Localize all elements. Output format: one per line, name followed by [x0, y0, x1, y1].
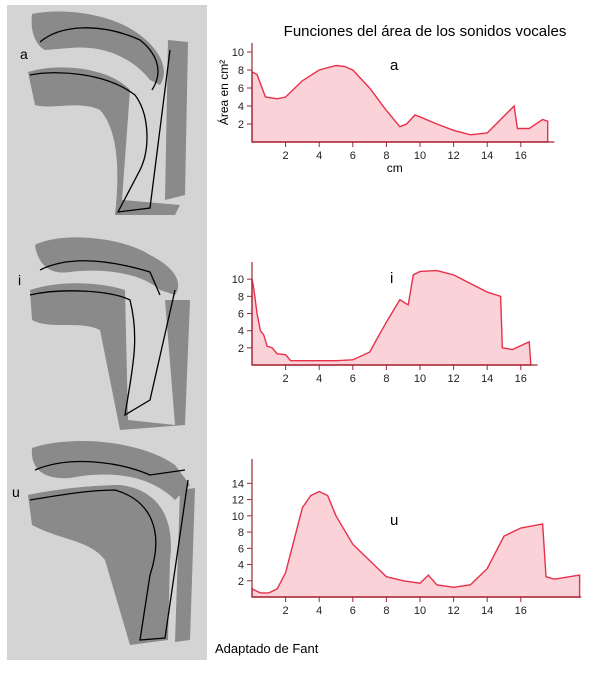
x-tick-label: 8 [383, 150, 389, 162]
vocal-tract-outlines [29, 27, 189, 641]
y-tick-label: 10 [232, 274, 244, 286]
y-tick-label: 12 [232, 495, 244, 507]
credit: Adaptado de Fant [215, 641, 319, 656]
series-label: u [390, 512, 398, 529]
x-tick-label: 12 [447, 150, 459, 162]
y-tick-label: 2 [238, 343, 244, 355]
y-axis-title: Área en cm² [216, 60, 231, 125]
x-tick-label: 8 [383, 605, 389, 617]
y-tick-label: 6 [238, 83, 244, 95]
y-tick-label: 10 [232, 511, 244, 523]
y-tick-label: 10 [232, 47, 244, 59]
y-tick-label: 8 [238, 527, 244, 539]
y-tick-label: 8 [238, 291, 244, 303]
x-tick-label: 14 [481, 373, 493, 385]
vocal-tract-label: i [18, 272, 21, 288]
x-tick-label: 16 [515, 373, 527, 385]
area [251, 64, 549, 143]
series-label: i [390, 270, 393, 287]
x-tick-label: 12 [447, 373, 459, 385]
area [251, 269, 532, 366]
x-tick-label: 10 [414, 373, 426, 385]
y-tick-label: 4 [238, 326, 244, 338]
x-tick-label: 4 [316, 150, 322, 162]
vocal-tract-label: a [20, 46, 28, 62]
y-tick-label: 6 [238, 309, 244, 321]
x-tick-label: 14 [481, 605, 493, 617]
vocal-tract-label: u [12, 484, 20, 500]
x-tick-label: 2 [283, 373, 289, 385]
y-tick-label: 14 [232, 478, 244, 490]
x-tick-label: 10 [414, 150, 426, 162]
x-tick-label: 6 [350, 605, 356, 617]
vocal-tract-shapes [28, 11, 195, 645]
figure-title: Funciones del área de los sonidos vocale… [284, 23, 567, 40]
x-tick-label: 2 [283, 150, 289, 162]
x-tick-label: 16 [515, 605, 527, 617]
x-tick-label: 4 [316, 605, 322, 617]
y-tick-label: 8 [238, 65, 244, 77]
y-tick-label: 4 [238, 101, 244, 113]
y-tick-label: 2 [238, 576, 244, 588]
x-tick-label: 6 [350, 150, 356, 162]
x-tick-label: 4 [316, 373, 322, 385]
x-tick-label: 8 [383, 373, 389, 385]
x-tick-label: 6 [350, 373, 356, 385]
series-label: a [390, 57, 399, 74]
x-tick-label: 2 [283, 605, 289, 617]
y-tick-label: 2 [238, 119, 244, 131]
y-tick-label: 4 [238, 560, 244, 572]
x-tick-label: 14 [481, 150, 493, 162]
x-axis-title: cm [387, 161, 403, 175]
x-tick-label: 12 [447, 605, 459, 617]
x-tick-label: 16 [515, 150, 527, 162]
x-tick-label: 10 [414, 605, 426, 617]
y-tick-label: 6 [238, 543, 244, 555]
area [251, 490, 581, 598]
